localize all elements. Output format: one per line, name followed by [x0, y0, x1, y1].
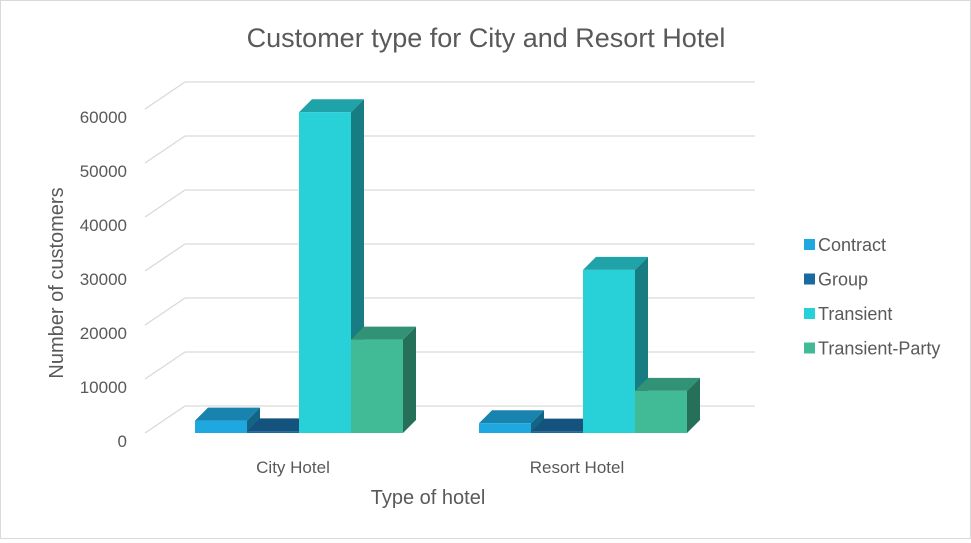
- bar-front: [247, 431, 299, 433]
- legend-swatch: [804, 342, 815, 354]
- bar-top: [247, 418, 312, 432]
- y-tick-label: 50000: [80, 162, 127, 181]
- bar-top: [195, 407, 260, 421]
- bar-top: [635, 377, 700, 391]
- bar-contract-1: [479, 410, 544, 433]
- legend-label: Group: [818, 270, 868, 290]
- bar-front: [531, 431, 583, 433]
- gridline-side: [144, 351, 186, 380]
- y-tick-label: 10000: [80, 378, 127, 397]
- legend-item: Group: [804, 270, 868, 290]
- chart-title: Customer type for City and Resort Hotel: [247, 23, 726, 53]
- y-axis-ticks: 0 10000 20000 30000 40000 50000 60000: [80, 108, 127, 451]
- bar-transient-party-1: [635, 377, 700, 433]
- bar-top: [299, 99, 364, 113]
- legend: Contract Group Transient Transient-Party: [804, 235, 940, 359]
- gridline-side: [144, 189, 186, 218]
- legend-swatch: [804, 239, 815, 250]
- bar-front: [583, 269, 635, 433]
- y-tick-label: 20000: [80, 324, 127, 343]
- x-tick-label: City Hotel: [256, 458, 330, 477]
- bar-front: [351, 339, 403, 433]
- bar-side: [403, 326, 416, 433]
- bar-top: [531, 418, 596, 432]
- x-tick-label: Resort Hotel: [530, 458, 624, 477]
- y-tick-label: 0: [118, 432, 127, 451]
- bar-front: [195, 420, 247, 433]
- gridlines: [144, 81, 755, 434]
- bar-side: [687, 377, 700, 433]
- bar-transient-party-0: [351, 326, 416, 433]
- bars: [195, 99, 700, 434]
- y-tick-label: 40000: [80, 216, 127, 235]
- y-tick-label: 30000: [80, 270, 127, 289]
- x-axis-label: Type of hotel: [371, 487, 486, 509]
- legend-item: Transient-Party: [804, 339, 940, 359]
- gridline-side: [144, 405, 186, 434]
- legend-swatch: [804, 273, 815, 285]
- bar-top: [479, 410, 544, 424]
- bar-side: [247, 407, 260, 433]
- legend-swatch: [804, 308, 815, 319]
- legend-label: Transient: [818, 304, 892, 324]
- bar-front: [299, 112, 351, 434]
- bar-top: [583, 256, 648, 270]
- gridline-side: [144, 135, 186, 164]
- y-tick-label: 60000: [80, 108, 127, 127]
- y-axis-label: Number of customers: [46, 187, 68, 378]
- gridline-side: [144, 243, 186, 272]
- gridline-side: [144, 81, 186, 110]
- gridline-side: [144, 297, 186, 326]
- legend-item: Transient: [804, 304, 892, 324]
- legend-label: Transient-Party: [818, 339, 940, 359]
- bar-front: [479, 423, 531, 433]
- legend-item: Contract: [804, 235, 886, 255]
- bar-front: [635, 390, 687, 433]
- x-axis-ticks: City Hotel Resort Hotel: [256, 458, 624, 477]
- legend-label: Contract: [818, 235, 886, 255]
- bar-top: [351, 326, 416, 340]
- bar-side: [531, 410, 544, 433]
- bar-contract-0: [195, 407, 260, 433]
